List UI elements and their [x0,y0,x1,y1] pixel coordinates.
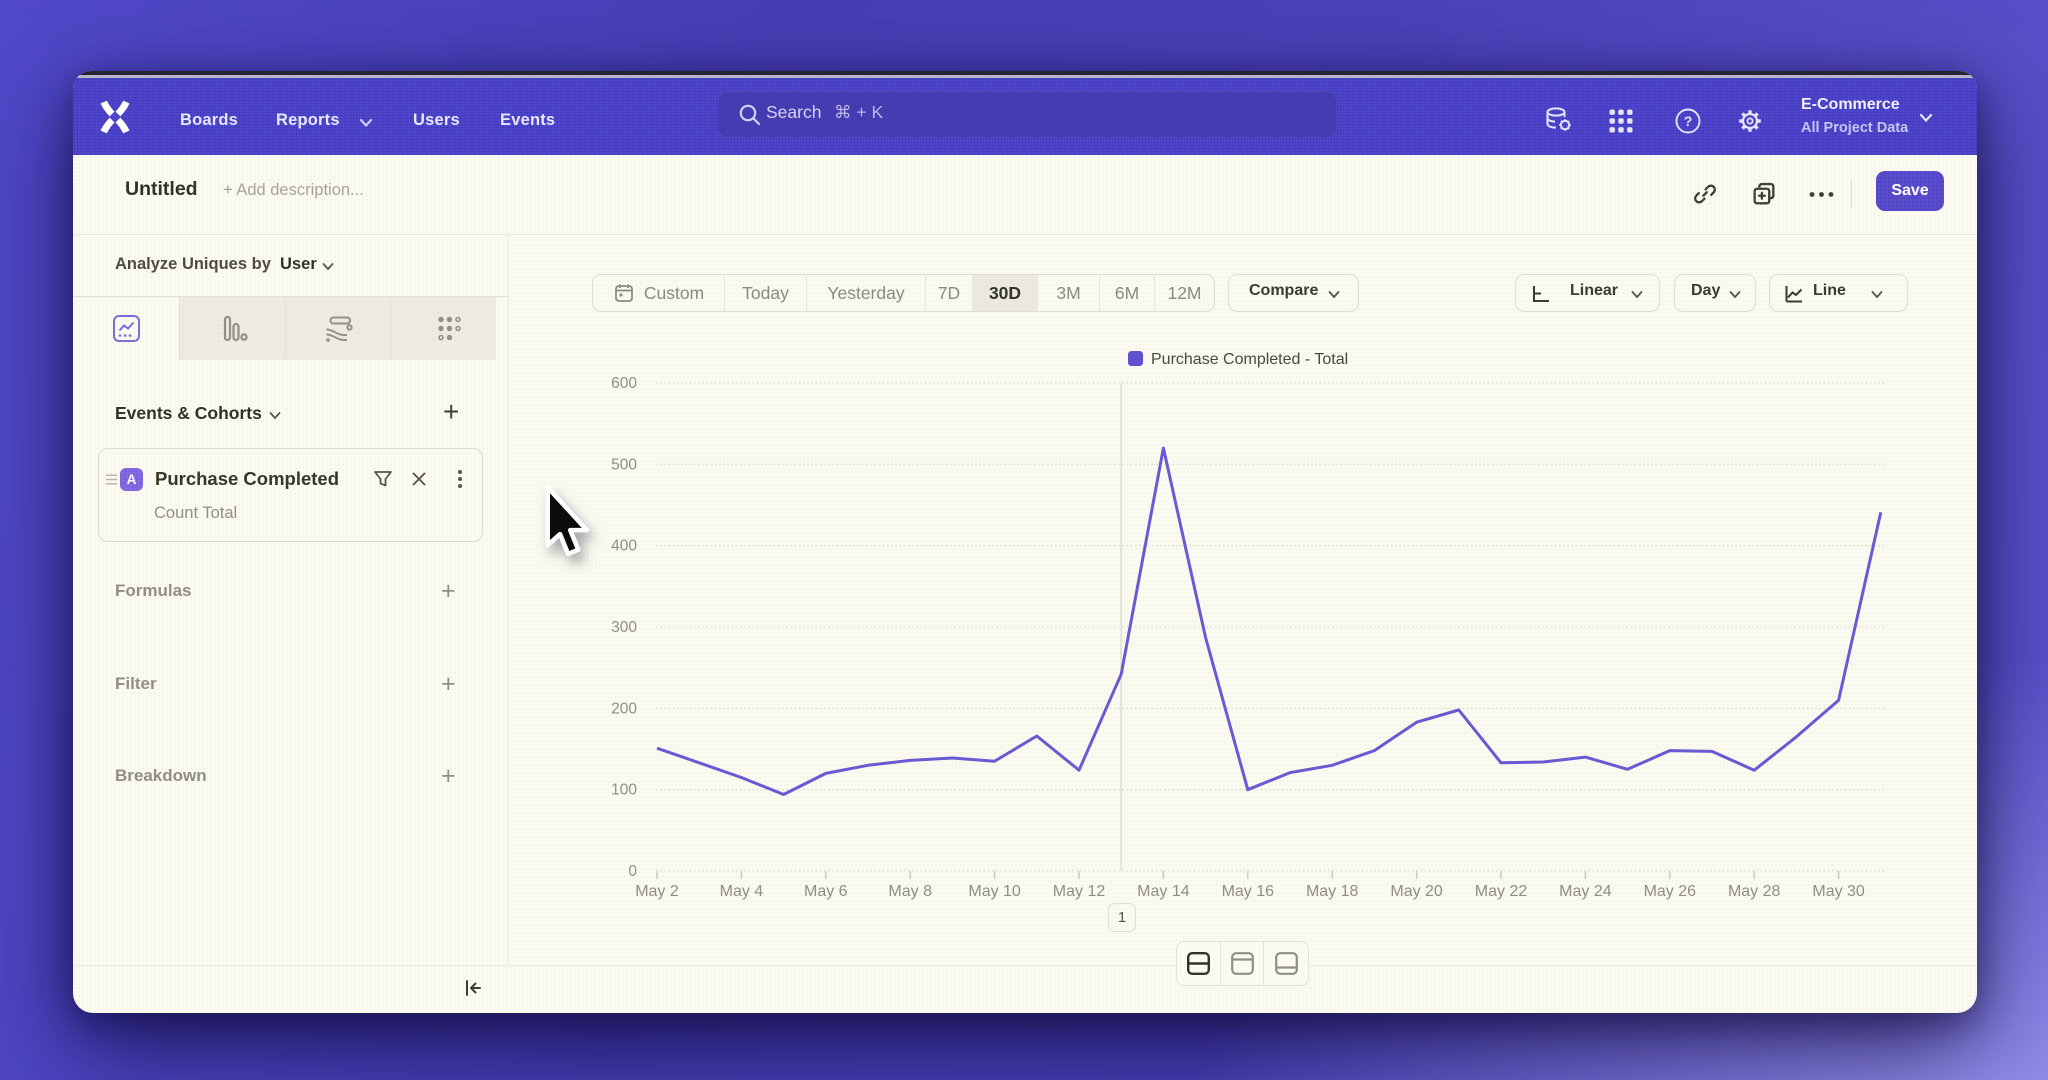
svg-text:May 28: May 28 [1728,883,1781,900]
svg-text:100: 100 [611,782,637,799]
svg-text:500: 500 [611,456,637,473]
svg-text:May 4: May 4 [720,883,764,900]
svg-text:May 18: May 18 [1306,883,1359,900]
svg-text:May 10: May 10 [968,883,1021,900]
svg-text:May 16: May 16 [1222,883,1275,900]
svg-text:May 8: May 8 [888,883,932,900]
svg-text:May 22: May 22 [1475,883,1528,900]
svg-text:May 14: May 14 [1137,883,1190,900]
svg-text:Purchase Completed - Total: Purchase Completed - Total [1151,351,1348,368]
svg-text:?: ? [1684,113,1693,129]
svg-text:200: 200 [611,700,637,717]
svg-text:600: 600 [611,375,637,392]
svg-text:May 6: May 6 [804,883,848,900]
svg-text:400: 400 [611,538,637,555]
svg-text:0: 0 [628,863,637,880]
svg-text:May 2: May 2 [635,883,679,900]
svg-text:May 20: May 20 [1390,883,1443,900]
svg-text:May 30: May 30 [1812,883,1865,900]
svg-text:May 26: May 26 [1644,883,1697,900]
svg-text:300: 300 [611,619,637,636]
svg-text:May 12: May 12 [1053,883,1106,900]
svg-text:May 24: May 24 [1559,883,1612,900]
